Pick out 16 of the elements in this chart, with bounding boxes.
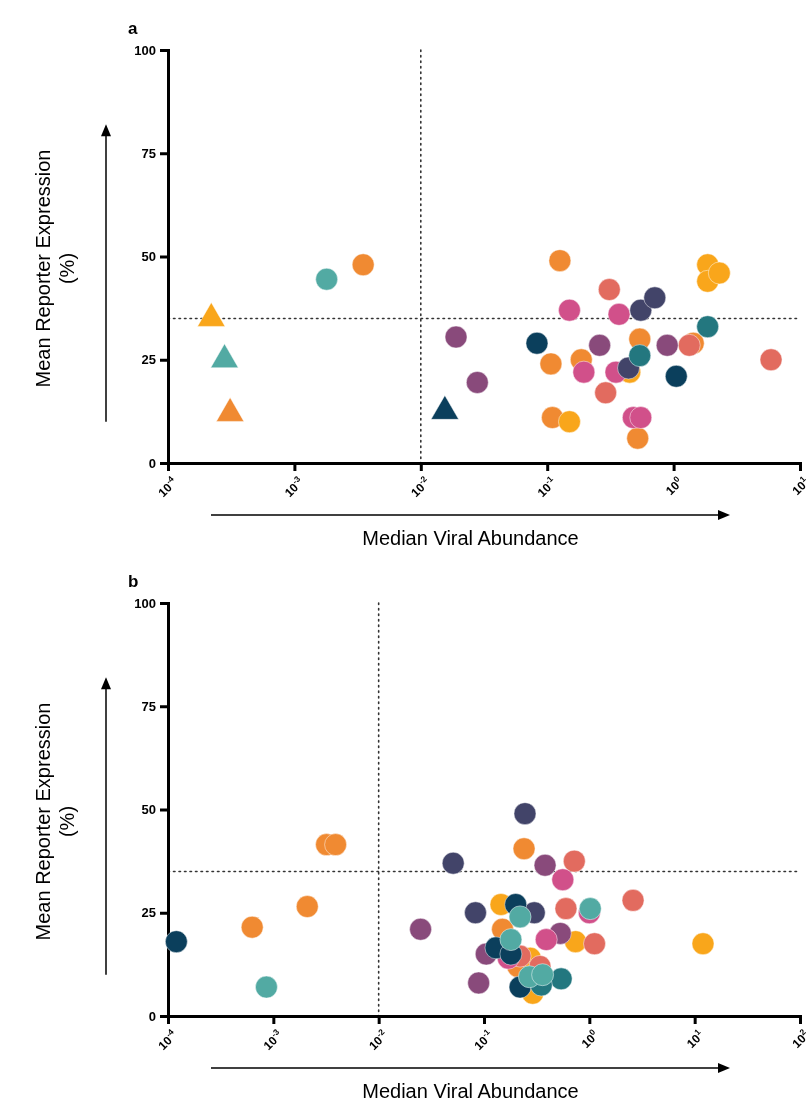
y-tick-label: 50 xyxy=(141,249,156,265)
y-tick-label: 25 xyxy=(141,352,156,368)
y-tick-label: 0 xyxy=(148,455,156,471)
x-axis-title: Median Viral Abundance xyxy=(362,527,579,549)
chart-title: b xyxy=(128,572,139,591)
y-tick-label: 75 xyxy=(141,145,156,161)
y-axis-title: Mean Reporter Expression (%) xyxy=(32,149,78,388)
x-axis-title: Median Viral Abundance xyxy=(362,1080,579,1102)
y-axis-title: Mean Reporter Expression (%) xyxy=(32,702,78,941)
y-tick-label: 50 xyxy=(141,802,156,818)
y-tick-label: 75 xyxy=(141,698,156,714)
y-tick-label: 100 xyxy=(134,42,156,58)
y-tick-label: 0 xyxy=(148,1008,156,1024)
chart-title: a xyxy=(128,19,138,38)
y-tick-label: 25 xyxy=(141,905,156,921)
y-tick-label: 100 xyxy=(134,595,156,611)
